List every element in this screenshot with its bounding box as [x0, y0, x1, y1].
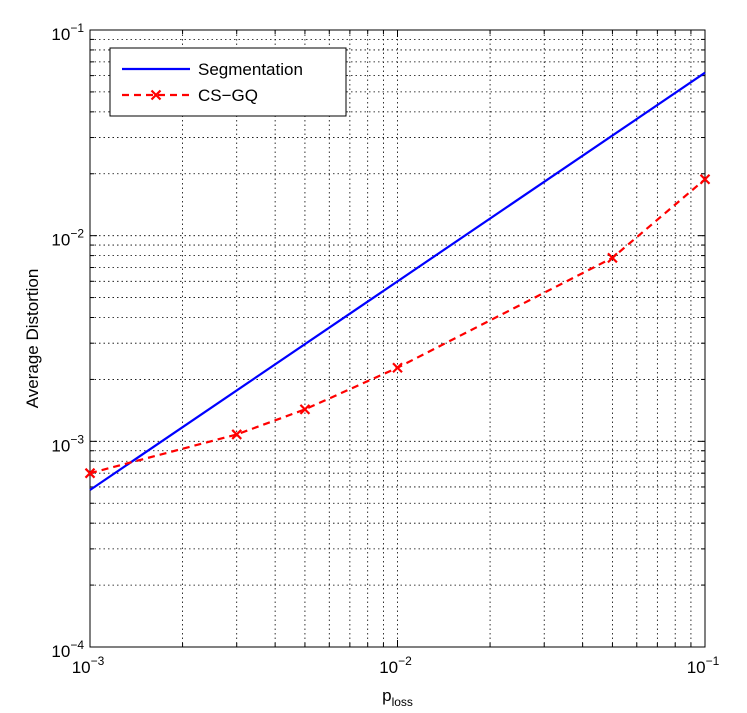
y-tick-label: 10−3	[51, 432, 84, 455]
x-axis-label-subscript: loss	[392, 695, 413, 709]
x-tick-label: 10−3	[72, 654, 105, 677]
legend: Segmentation CS−GQ	[109, 47, 347, 117]
data-point-marker	[607, 252, 618, 264]
x-axis-label: ploss	[382, 686, 413, 709]
data-point-marker	[699, 174, 711, 185]
data-point-marker	[392, 362, 403, 373]
axis-ticks: 10−3 10−2 10−110−410−310−210−1	[51, 21, 719, 677]
data-point-marker	[299, 404, 311, 415]
data-point-marker	[231, 429, 242, 440]
legend-label-cs-gq: CS−GQ	[198, 86, 258, 105]
x-tick-label: 10−1	[687, 654, 720, 677]
series-line-0	[89, 71, 706, 491]
series-layer	[84, 71, 711, 491]
y-axis-label: Average Distortion	[23, 269, 42, 409]
grid	[90, 30, 705, 647]
legend-marker-cs-gq	[150, 89, 162, 101]
data-point-marker	[84, 467, 96, 479]
series-line-1	[89, 178, 706, 475]
y-tick-label: 10−2	[51, 227, 84, 250]
legend-label-segmentation: Segmentation	[198, 60, 303, 79]
x-tick-label: 10−2	[379, 654, 412, 677]
y-tick-label: 10−4	[51, 638, 84, 661]
legend-box	[109, 47, 347, 117]
x-axis-label-main: p	[382, 686, 391, 705]
y-tick-label: 10−1	[51, 21, 84, 44]
plot-area-frame	[89, 29, 706, 648]
legend-marker-x	[150, 89, 162, 101]
